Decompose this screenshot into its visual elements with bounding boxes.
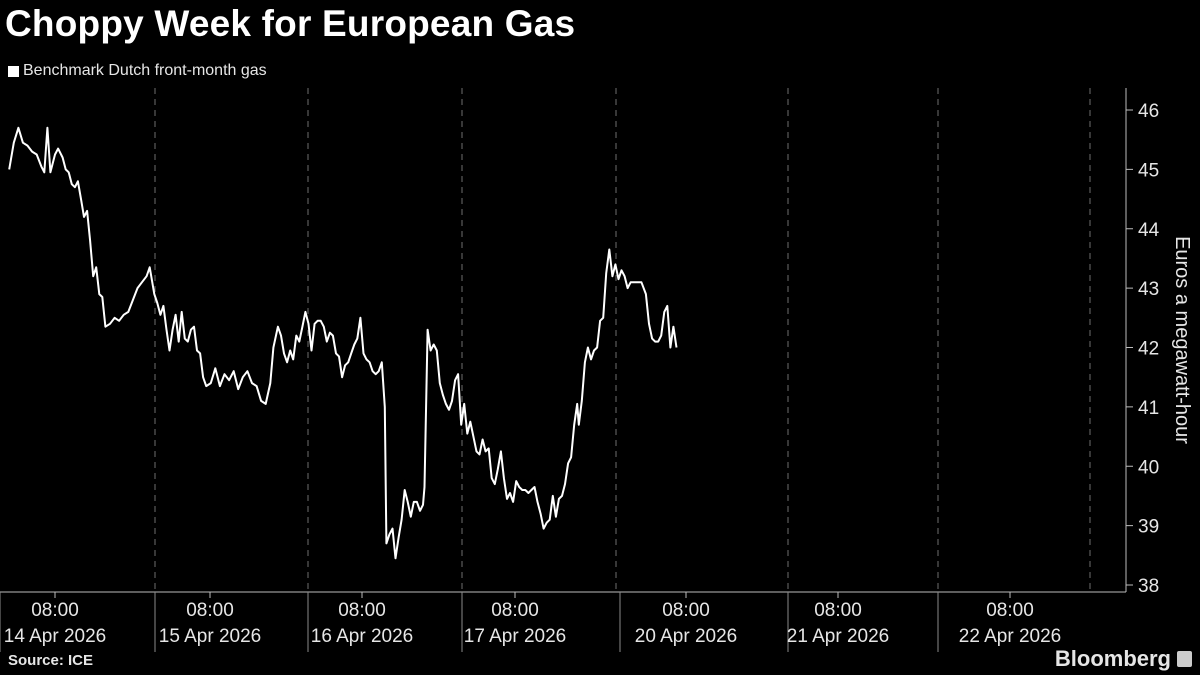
y-axis-label: Euros a megawatt-hour [1171, 236, 1193, 444]
chart-title: Choppy Week for European Gas [5, 3, 576, 44]
x-tick-date: 20 Apr 2026 [635, 626, 737, 647]
x-tick-time: 08:00 [338, 600, 386, 621]
y-tick-label: 45 [1138, 160, 1159, 181]
y-axis: 38 39 40 41 42 43 44 45 46 [1125, 88, 1160, 597]
x-tick-time: 08:00 [186, 600, 234, 621]
x-tick-date: 16 Apr 2026 [311, 626, 413, 647]
x-axis: 08:00 14 Apr 2026 08:00 15 Apr 2026 08:00 16 … [0, 591, 1126, 652]
x-tick-date: 22 Apr 2026 [959, 626, 1061, 647]
brand-mark-icon [1177, 651, 1192, 667]
brand-name: Bloomberg [1054, 646, 1171, 671]
y-tick-label: 40 [1138, 457, 1159, 478]
legend-swatch [8, 65, 19, 77]
series-group [8, 126, 678, 560]
y-tick-label: 44 [1138, 220, 1160, 241]
y-tick-label: 41 [1138, 398, 1159, 419]
brand-logo: Bloomberg [1055, 646, 1192, 672]
x-tick-time: 08:00 [31, 600, 79, 621]
y-tick-label: 43 [1138, 279, 1159, 300]
x-tick-date: 17 Apr 2026 [464, 626, 566, 647]
x-tick-time: 08:00 [491, 600, 539, 621]
x-tick-date: 15 Apr 2026 [159, 626, 261, 647]
y-tick-label: 42 [1138, 339, 1159, 360]
x-tick-date: 21 Apr 2026 [787, 626, 889, 647]
grid-lines [154, 88, 1091, 592]
legend-label: Benchmark Dutch front-month gas [23, 62, 267, 79]
x-tick-date: 14 Apr 2026 [4, 626, 106, 647]
series-line [8, 126, 678, 560]
x-tick-time: 08:00 [986, 600, 1034, 621]
legend: Benchmark Dutch front-month gas [8, 62, 267, 80]
y-tick-label: 39 [1138, 517, 1159, 538]
source-note: Source: ICE [8, 652, 94, 669]
x-tick-time: 08:00 [662, 600, 710, 621]
x-tick-time: 08:00 [814, 600, 862, 621]
y-tick-label: 46 [1138, 101, 1159, 122]
y-tick-label: 38 [1138, 576, 1159, 597]
